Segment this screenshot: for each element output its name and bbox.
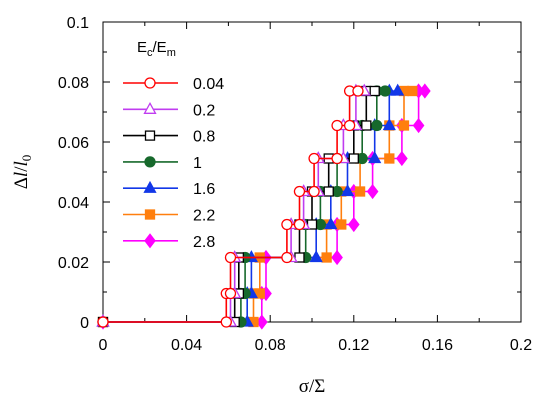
y-axis-label-subscript: 0	[19, 155, 34, 162]
legend-label: 1	[193, 155, 202, 172]
data-point	[368, 151, 382, 164]
y-axis-label-part: /	[11, 166, 32, 172]
data-point	[419, 83, 431, 99]
y-axis-label: Δl/l0	[11, 155, 34, 190]
x-tick-label: 0.08	[255, 337, 286, 354]
data-point	[340, 184, 355, 197]
legend-title: Ec/Em	[137, 39, 176, 59]
data-point	[361, 120, 372, 131]
data-point	[336, 219, 347, 230]
data-point	[352, 85, 364, 97]
data-point	[366, 183, 379, 200]
legend-label: 0.2	[193, 102, 215, 119]
legend-items: 0.04 0.2 0.8 1 1.6 2.2 2.8	[123, 76, 224, 251]
legend-title-part: /E	[153, 39, 167, 56]
legend-title-subscript: m	[167, 47, 176, 59]
legend-marker	[144, 156, 156, 168]
data-point	[97, 316, 109, 328]
data-point	[293, 218, 306, 231]
y-axis-label-part: l	[11, 172, 32, 177]
data-point	[379, 85, 391, 97]
data-point	[347, 216, 360, 233]
data-point	[348, 153, 359, 164]
legend-marker	[144, 233, 156, 249]
legend-label: 2.8	[193, 234, 215, 251]
data-point	[369, 85, 380, 97]
x-tick-label: 0.12	[338, 337, 369, 354]
data-point	[331, 152, 343, 165]
data-point	[224, 287, 237, 300]
data-point	[323, 186, 334, 197]
legend-marker	[143, 101, 157, 114]
y-axis-label-part: l	[11, 161, 32, 166]
y-tick-label: 0.04	[58, 195, 89, 212]
y-tick-label: 0.06	[58, 135, 89, 152]
data-point	[384, 153, 395, 164]
legend-title-part: E	[137, 39, 147, 56]
data-point	[220, 316, 232, 328]
legend-label: 1.6	[193, 181, 215, 198]
y-tick-label: 0.08	[58, 75, 89, 92]
legend-item: 0.04	[123, 76, 224, 93]
data-point	[293, 185, 306, 198]
legend-marker	[143, 180, 157, 193]
legend-label: 0.8	[193, 129, 215, 146]
legend-item: 0.2	[123, 101, 215, 119]
data-point	[308, 185, 320, 198]
data-point	[308, 152, 320, 165]
series-group	[97, 85, 364, 328]
data-point	[281, 251, 293, 264]
x-tick-label: 0	[99, 337, 108, 354]
data-point	[412, 117, 425, 134]
data-point	[321, 252, 332, 263]
data-point	[396, 150, 408, 167]
data-point	[224, 251, 237, 264]
legend: Ec/Em 0.04 0.2 0.8 1 1.6 2.2 2.8	[123, 39, 224, 251]
x-tick-label: 0.16	[422, 337, 453, 354]
data-point	[281, 218, 293, 231]
x-tick-label: 0.2	[510, 337, 532, 354]
data-point	[354, 186, 366, 197]
legend-label: 0.04	[193, 76, 224, 93]
legend-item: 2.8	[123, 233, 215, 251]
legend-item: 1	[123, 155, 202, 172]
x-axis-label: σ/Σ	[299, 376, 326, 397]
legend-item: 1.6	[123, 180, 215, 198]
data-point	[398, 120, 410, 131]
x-tick-label: 0.04	[171, 337, 202, 354]
legend-title-subscript: c	[147, 47, 153, 59]
y-tick-label: 0.1	[67, 15, 89, 32]
data-point	[331, 119, 343, 132]
tick-labels: 0 0.04 0.08 0.12 0.16 0.2 0 0.02 0.04 0.06 0.08 0.1	[58, 15, 532, 354]
legend-marker	[144, 209, 156, 220]
y-axis-label-part: Δ	[11, 177, 32, 189]
plot-series	[96, 83, 431, 330]
legend-marker	[144, 130, 156, 141]
data-point	[407, 85, 418, 97]
data-point	[371, 119, 383, 132]
legend-marker	[144, 77, 156, 89]
legend-item: 2.2	[123, 208, 215, 225]
data-point	[343, 119, 356, 132]
legend-label: 2.2	[193, 208, 215, 225]
legend-item: 0.8	[123, 129, 215, 146]
data-point	[324, 217, 338, 230]
y-tick-label: 0	[80, 315, 89, 332]
data-point	[382, 118, 396, 131]
data-point	[331, 249, 343, 266]
data-point	[309, 250, 323, 263]
y-tick-label: 0.02	[58, 255, 89, 272]
data-point	[391, 83, 405, 96]
